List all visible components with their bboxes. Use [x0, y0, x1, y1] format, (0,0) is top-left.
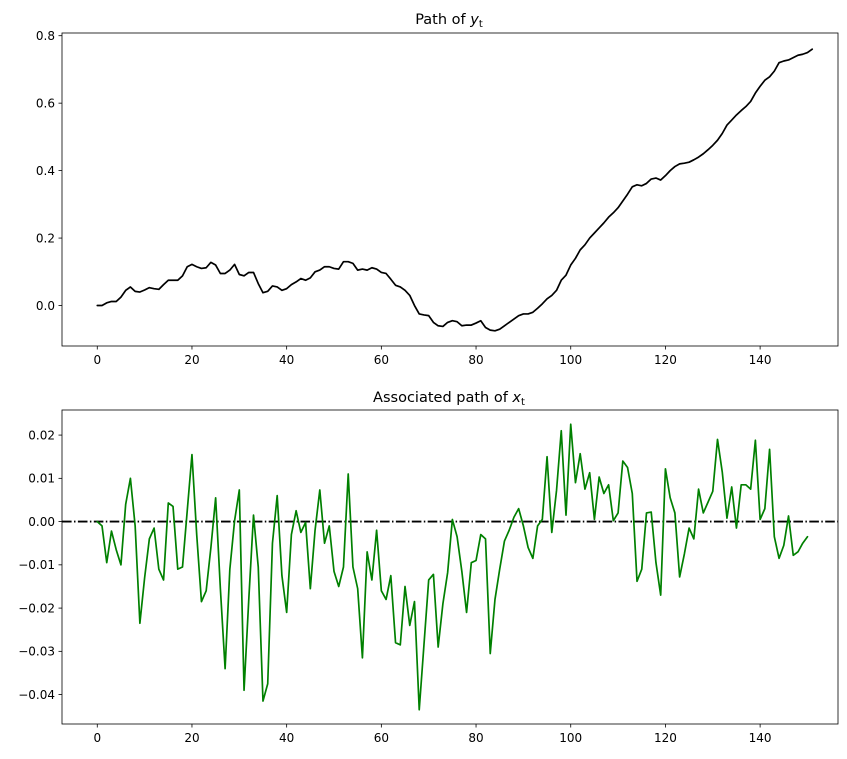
y-tick-label: 0.2: [36, 231, 55, 245]
x-tick-label: 120: [654, 353, 677, 367]
y-axis-ticks: 0.0 0.2 0.4 0.6 0.8: [36, 29, 62, 313]
y-tick-label: −0.03: [18, 645, 55, 659]
plot-area-frame: [61, 409, 839, 725]
chart-y-path: Path of yt 0.0 0.2 0.4 0.6 0.8 0 20 40 60 80 100 1…: [36, 12, 839, 367]
x-tick-label: 100: [559, 353, 582, 367]
y-tick-label: 0.01: [28, 472, 55, 486]
y-tick-label: 0.00: [28, 515, 55, 529]
y-tick-label: 0.6: [36, 96, 55, 110]
x-tick-label: 140: [749, 353, 772, 367]
x-tick-label: 0: [93, 731, 101, 745]
x-tick-label: 60: [374, 353, 389, 367]
y-tick-label: −0.04: [18, 688, 55, 702]
x-tick-label: 0: [93, 353, 101, 367]
plot-area-frame: [61, 32, 839, 347]
x-tick-label: 140: [749, 731, 772, 745]
series-line: [96, 48, 814, 332]
x-tick-label: 40: [279, 353, 294, 367]
x-tick-label: 80: [468, 731, 483, 745]
y-tick-label: 0.02: [28, 428, 55, 442]
x-tick-label: 80: [468, 353, 483, 367]
x-tick-label: 120: [654, 731, 677, 745]
y-tick-label: −0.02: [18, 601, 55, 615]
series-group: [96, 423, 809, 711]
y-tick-label: 0.8: [36, 29, 55, 43]
series-group: [96, 48, 814, 332]
x-tick-label: 20: [184, 353, 199, 367]
chart-title-x: Associated path of xt: [373, 390, 525, 408]
chart-x-path: Associated path of xt −0.04−0.03−0.02−0.…: [18, 390, 839, 745]
y-tick-label: 0.0: [36, 299, 55, 313]
chart-title-y: Path of yt: [415, 12, 483, 30]
y-tick-label: 0.4: [36, 164, 55, 178]
series-line: [96, 423, 809, 711]
y-axis-ticks: −0.04 −0.03 −0.02 −0.01 0.00 0.01 0.02: [18, 428, 62, 702]
x-axis-ticks: 0 20 40 60 80 100 120 140: [93, 724, 772, 745]
x-tick-label: 20: [184, 731, 199, 745]
y-tick-label: −0.01: [18, 558, 55, 572]
x-tick-label: 100: [559, 731, 582, 745]
x-tick-label: 60: [374, 731, 389, 745]
x-axis-ticks: 0 20 40 60 80 100 120 140: [93, 346, 772, 367]
x-tick-label: 40: [279, 731, 294, 745]
